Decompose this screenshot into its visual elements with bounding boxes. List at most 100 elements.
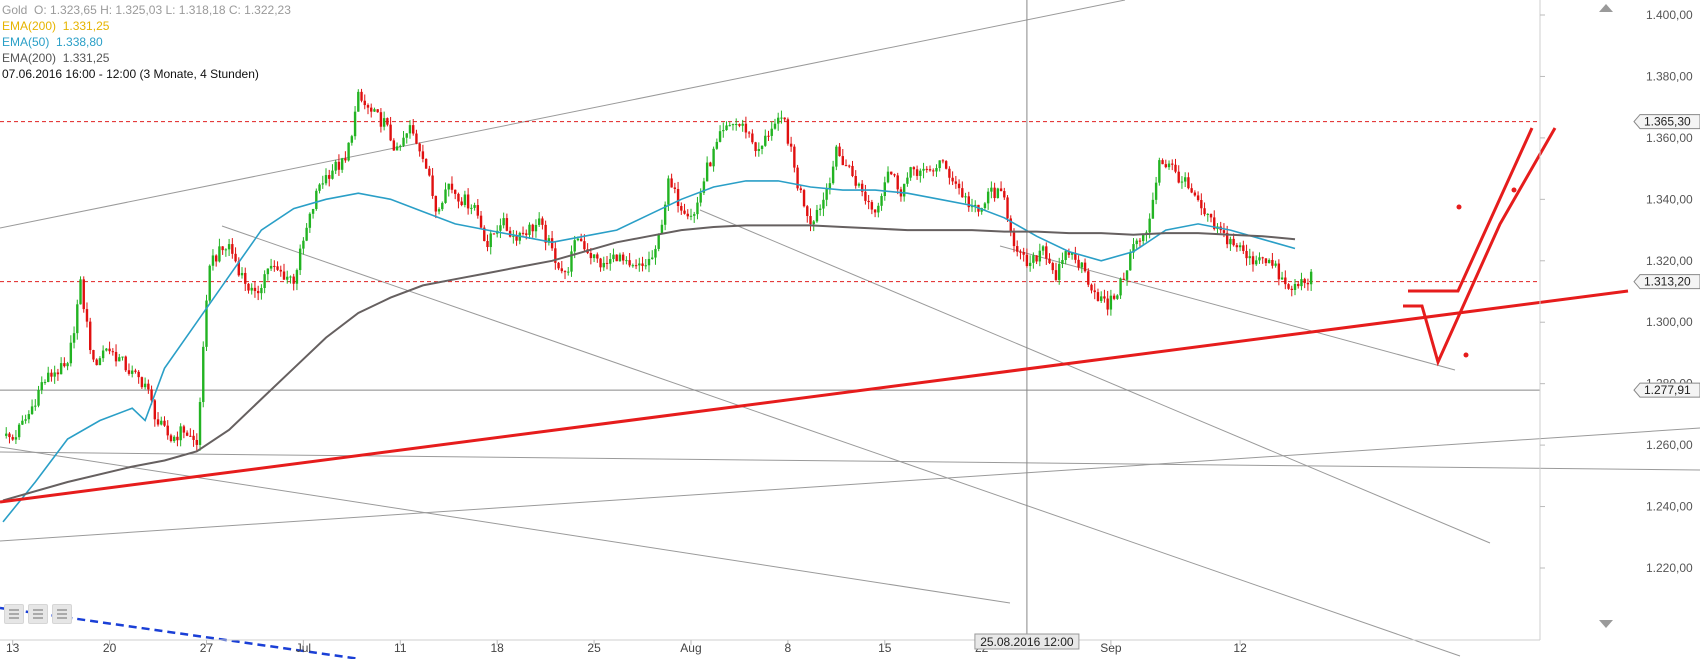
toolbar-icon[interactable] [4,604,24,624]
candle [1145,230,1148,242]
candle-body [986,191,990,204]
candle-body [583,241,586,250]
candle-body [273,265,276,267]
candle [308,212,312,233]
candle [66,361,69,371]
candle [286,270,289,284]
candle-body [1180,181,1184,183]
candle [644,259,647,270]
candle [172,435,176,443]
candle-body [1245,250,1248,259]
candle [1161,158,1164,165]
candle-body [192,435,195,440]
candle [983,201,987,211]
candle-body [657,233,660,249]
candle-body [618,254,622,262]
candle [1100,291,1103,304]
toolbar-icon[interactable] [52,604,72,624]
candle [1158,157,1161,186]
candle [1048,253,1051,265]
candle-body [1158,160,1161,183]
candle [783,117,786,122]
candle [1235,242,1239,252]
candle-body [948,168,951,178]
candle [11,434,14,441]
candle-body [722,130,725,132]
candle-body [835,146,838,167]
candle [205,294,208,351]
candle-body [473,205,476,208]
candle [915,165,919,180]
candle-body [66,363,69,367]
candle-body [793,146,796,168]
candle [1154,176,1158,205]
candle-body [43,381,47,383]
candle [683,203,686,215]
candle-body [399,145,402,147]
trend-line [0,446,1011,604]
candle [37,385,40,408]
candle-body [202,346,205,403]
candle [935,164,938,177]
candle [660,219,664,235]
candle [651,250,654,260]
candle-body [576,238,580,241]
candle-body [56,372,60,375]
candle-body [935,168,938,172]
candle [218,238,221,263]
candle-body [844,165,848,167]
candle-body [444,189,447,203]
candle-body [699,192,702,203]
candle [570,245,573,277]
candle [1303,277,1306,289]
candle [1103,289,1106,303]
candle-body [996,188,1000,199]
scroll-up-icon[interactable] [1599,4,1613,12]
candle-body [292,276,295,284]
candle-body [1083,262,1087,272]
candle-body [370,107,373,112]
candle-body [1093,290,1096,293]
candle [298,244,302,276]
candle-body [105,348,108,351]
candle-body [848,165,851,167]
time-axis: 132027Jul111825Aug81522Sep1225.08.2016 1… [6,633,1247,655]
price-label-frame [1633,274,1700,290]
candle-body [883,182,886,196]
candle-body [195,439,198,445]
price-label-frame [1633,114,1700,130]
candle [1209,213,1213,223]
candle-body [156,419,160,425]
candle-body [537,218,541,225]
candle-body [1287,284,1290,289]
candle-body [1203,208,1206,215]
candle [185,430,189,437]
candle-body [244,272,247,284]
candle [40,376,43,395]
candle-body [1125,270,1129,280]
candle [657,233,660,252]
candle-body [353,111,357,137]
candle [457,192,460,209]
candle-body [376,109,379,113]
candle [964,192,967,204]
candle [634,259,638,270]
candle-body [21,420,24,425]
candle [741,119,744,132]
candle [63,357,66,368]
toolbar-icon[interactable] [28,604,48,624]
candle-body [1041,246,1045,251]
candle [250,283,253,295]
scroll-down-icon[interactable] [1599,620,1613,628]
time-tick-label: Aug [680,641,701,655]
candle [5,427,8,439]
candle-body [334,161,337,171]
candle [670,173,673,188]
candle [227,238,231,257]
candle-body [1009,218,1012,232]
candle [247,282,250,294]
candle [932,168,935,177]
candle [1032,252,1035,269]
candle [470,204,473,215]
